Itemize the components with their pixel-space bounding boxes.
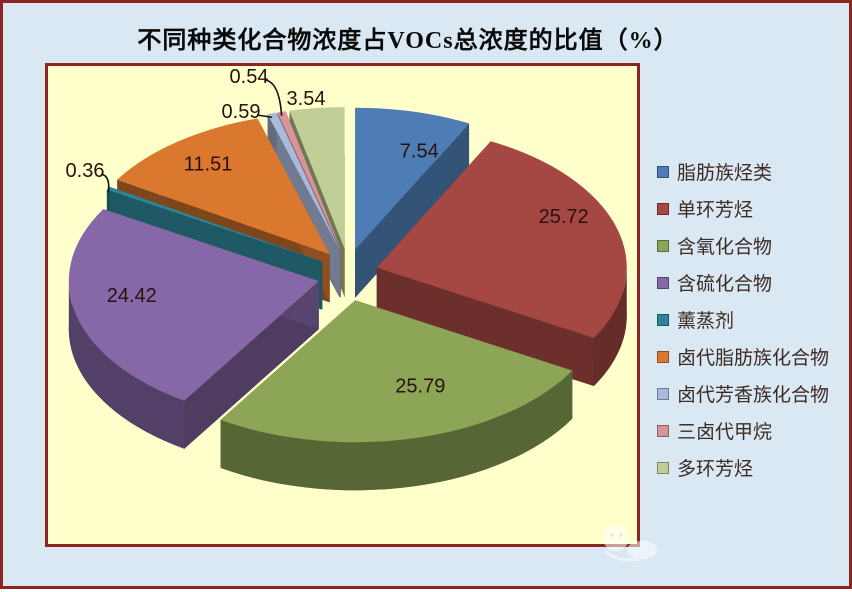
pie-chart-3d: 7.54 25.72 25.79 24.42 0.36 11.51 0.59 0.54 3.54: [66, 66, 627, 491]
slice-top: [117, 118, 330, 255]
legend-label: 脂肪族烃类: [677, 163, 773, 184]
data-label: 11.51: [184, 153, 233, 175]
pie-slice-含硫化合物: [68, 209, 319, 449]
data-label: 0.36: [66, 160, 105, 182]
slice-top: [220, 300, 573, 443]
legend-label: 三卤代甲烷: [677, 422, 773, 443]
legend-label: 单环芳烃: [677, 200, 754, 221]
slice-top: [355, 107, 470, 250]
legend-item-3: 含硫化合物: [657, 264, 829, 301]
data-label: 7.54: [400, 140, 439, 162]
legend-label: 多环芳烃: [677, 459, 754, 480]
leader-line: [264, 79, 283, 116]
legend-item-0: 脂肪族烃类: [657, 153, 829, 190]
leader-line: [256, 114, 273, 119]
slice-outer-wall: [68, 281, 185, 449]
chart-title: 不同种类化合物浓度占VOCs总浓度的比值（%）: [137, 28, 679, 54]
leader-line: [100, 173, 110, 193]
slice-radial-wall: [355, 123, 470, 298]
legend-item-5: 卤代脂肪族化合物: [657, 338, 829, 375]
slice-top: [267, 112, 340, 250]
legend-label: 卤代脂肪族化合物: [677, 348, 830, 369]
data-label: 0.59: [222, 101, 261, 123]
legend-swatch: [657, 424, 669, 437]
legend-swatch: [657, 461, 669, 474]
legend-swatch: [657, 239, 669, 252]
legend-swatch: [657, 313, 669, 326]
slice-top: [289, 107, 345, 250]
legend-item-2: 含氧化合物: [657, 227, 829, 264]
slice-outer-wall: [593, 267, 627, 386]
slice-radial-wall: [184, 281, 319, 449]
legend-swatch: [657, 387, 669, 400]
legend-swatch: [657, 276, 669, 289]
legend: 脂肪族烃类单环芳烃含氧化合物含硫化合物薰蒸剂卤代脂肪族化合物 卤代芳香族化合物 三卤…: [657, 153, 829, 486]
legend-swatch: [657, 350, 669, 363]
slice-top: [277, 111, 341, 250]
slice-top: [106, 186, 323, 262]
slice-top: [68, 209, 319, 401]
legend-item-7: 三卤代甲烷: [657, 412, 829, 449]
legend-label: 含氧化合物: [677, 237, 773, 258]
watermark-icon: [599, 521, 671, 569]
legend-swatch: [657, 202, 669, 215]
legend-label: 含硫化合物: [677, 274, 773, 295]
pie-slice-单环芳烃: [376, 141, 627, 386]
legend-item-6: 卤代芳香族化合物: [657, 375, 829, 412]
legend-item-4: 薰蒸剂: [657, 301, 829, 338]
legend-label: 卤代芳香族化合物: [677, 385, 830, 406]
slice-radial-wall: [376, 267, 594, 386]
slice-outer-wall: [220, 370, 573, 491]
slice-top: [376, 141, 627, 338]
data-label: 3.54: [287, 88, 326, 110]
data-label: 24.42: [107, 285, 157, 307]
data-label: 0.54: [230, 66, 269, 88]
legend-item-1: 单环芳烃: [657, 190, 829, 227]
legend-item-8: 多环芳烃: [657, 449, 829, 486]
legend-label: 薰蒸剂: [677, 311, 735, 332]
legend-swatch: [657, 165, 669, 178]
data-label: 25.79: [395, 376, 445, 398]
pie-slice-含氧化合物: [220, 300, 573, 491]
data-label: 25.72: [539, 206, 589, 228]
